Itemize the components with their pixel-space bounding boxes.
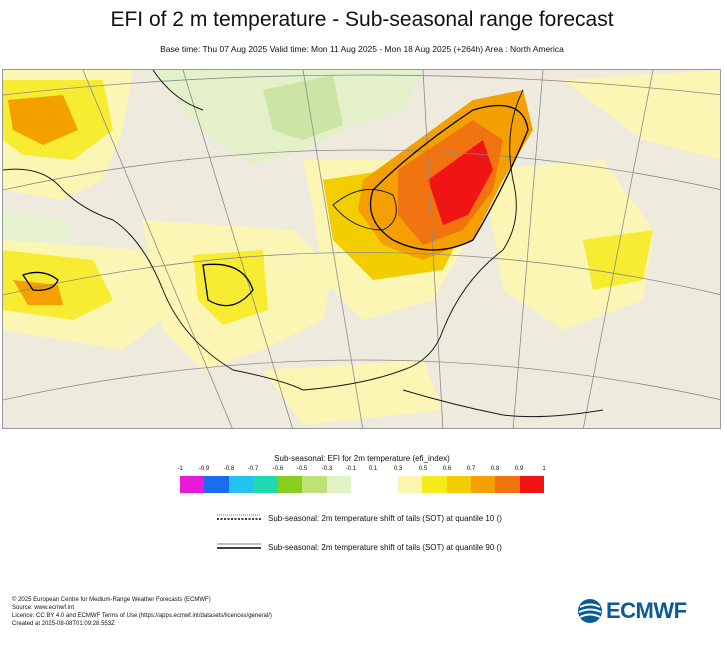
tick-label: 0.9	[514, 466, 524, 472]
created-text: Created at 2025-08-08T01:09:28.553Z	[12, 621, 115, 627]
tick-label: 0.5	[418, 466, 428, 472]
colorbar-negative	[180, 476, 351, 493]
copyright-text: © 2025 European Centre for Medium-Range …	[12, 597, 211, 603]
legend-title: Sub-seasonal: EFI for 2m temperature (ef…	[274, 454, 450, 463]
sot-q90-line-icon	[217, 543, 261, 549]
orange-alaska	[8, 95, 78, 145]
tick-label: -0.5	[296, 466, 308, 472]
map-subtitle: Base time: Thu 07 Aug 2025 Valid time: M…	[160, 44, 564, 54]
legend-ticks: -1 -0.9 -0.8 -0.7 -0.6 -0.5 -0.3 -0.1 0.…	[0, 466, 724, 476]
colorbar-segment	[446, 476, 471, 493]
sot-q10-label: Sub-seasonal: 2m temperature shift of ta…	[268, 514, 502, 523]
licence-text: Licence: CC BY 4.0 and ECMWF Terms of Us…	[12, 613, 272, 619]
tick-label: 0.1	[368, 466, 378, 472]
yellow-atlantic	[583, 230, 653, 290]
colorbar-segment	[204, 476, 229, 493]
yellow-rockies	[193, 250, 268, 325]
tick-label: 0.6	[442, 466, 452, 472]
orange-pacific	[13, 280, 63, 305]
tick-label: -1	[177, 466, 183, 472]
colorbar-segment	[422, 476, 447, 493]
colorbar-segment	[302, 476, 327, 493]
ecmwf-logo[interactable]: ECMWF	[576, 598, 716, 624]
colorbar-segment	[519, 476, 544, 493]
footer: © 2025 European Centre for Medium-Range …	[12, 596, 272, 628]
colorbar-segment	[277, 476, 303, 493]
pale-yellow-greenland	[563, 70, 720, 160]
colorbar-segment	[228, 476, 254, 493]
tick-label: -0.9	[198, 466, 210, 472]
source-text: Source: www.ecmwf.int	[12, 605, 75, 611]
colorbar-segment	[326, 476, 351, 493]
ecmwf-logo-text: ECMWF	[606, 598, 687, 623]
map-title: EFI of 2 m temperature - Sub-seasonal ra…	[110, 8, 614, 31]
red-core-northeast	[428, 140, 493, 225]
sot-contours	[21, 104, 529, 307]
tick-label: 0.8	[490, 466, 500, 472]
tick-label: -0.7	[247, 466, 259, 472]
sot-q90-label: Sub-seasonal: 2m temperature shift of ta…	[268, 543, 502, 552]
efi-map[interactable]	[2, 69, 721, 429]
tick-label: 1	[542, 466, 546, 472]
colorbar-segment	[180, 476, 205, 493]
tick-label: 0.3	[393, 466, 403, 472]
ecmwf-logo-icon	[578, 599, 602, 623]
graticule	[3, 70, 720, 428]
sot-q10-line-icon	[217, 514, 261, 520]
colorbar-segment	[253, 476, 278, 493]
colorbar-segment	[398, 476, 423, 493]
tick-label: -0.8	[223, 466, 235, 472]
tick-label: -0.1	[345, 466, 357, 472]
colorbar-segment	[495, 476, 520, 493]
pale-yellow-gulf	[263, 360, 443, 425]
tick-label: -0.6	[272, 466, 284, 472]
colorbar-segment	[471, 476, 496, 493]
green-area-canada	[263, 75, 343, 140]
light-green-area-pacific	[3, 210, 73, 245]
colorbar-positive	[398, 476, 544, 493]
map-canvas	[3, 70, 720, 428]
tick-label: -0.3	[321, 466, 333, 472]
tick-label: 0.7	[466, 466, 476, 472]
coastlines	[3, 70, 604, 418]
